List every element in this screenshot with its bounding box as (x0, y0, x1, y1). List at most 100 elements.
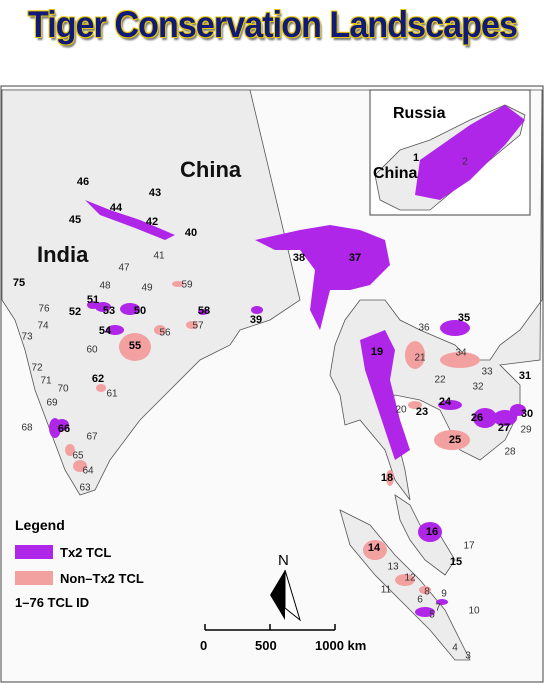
inset-label: Russia (393, 105, 446, 122)
tcl-id: 44 (110, 202, 123, 214)
tcl-id: 55 (129, 340, 141, 352)
scale-label: 0 (200, 638, 207, 653)
tcl-id: 7 (435, 603, 441, 614)
tcl-id: 2 (462, 157, 468, 168)
tcl-id: 48 (99, 281, 111, 292)
tcl-id: 20 (395, 405, 407, 416)
tcl-id: 37 (349, 252, 361, 264)
tcl-id: 63 (79, 483, 91, 494)
tcl-id: 22 (434, 375, 446, 386)
tcl-id: 15 (450, 556, 462, 568)
tcl-id: 49 (141, 283, 153, 294)
country-label: China (180, 157, 242, 182)
tcl-id: 65 (72, 451, 84, 462)
tcl-id: 58 (198, 305, 210, 317)
tcl-id: 35 (458, 312, 470, 324)
tcl-id: 23 (416, 406, 428, 418)
scale-bar (204, 624, 336, 631)
tcl-id: 16 (426, 526, 438, 538)
tcl-id: 24 (439, 396, 452, 408)
tcl-id: 29 (520, 425, 532, 436)
tcl-id: 5 (429, 610, 435, 621)
india (1, 89, 301, 496)
non-tx2-areas (65, 281, 480, 594)
tcl-id: 52 (69, 306, 81, 318)
country-label: India (37, 242, 89, 267)
legend-swatch-nontx2 (15, 571, 53, 585)
legend-swatch-tx2 (15, 545, 53, 559)
tcl-id: 12 (404, 573, 416, 584)
tcl-id: 6 (417, 595, 423, 606)
tcl-id: 34 (455, 348, 467, 359)
legend-title: Legend (15, 517, 65, 533)
scale-label: 500 (255, 638, 277, 653)
tcl-id: 64 (82, 466, 94, 477)
legend-item: Non–Tx2 TCL (60, 571, 144, 586)
tcl-id: 32 (472, 382, 484, 393)
tcl-id: 57 (192, 321, 204, 332)
tcl-id: 1 (413, 152, 419, 164)
tcl-id: 76 (38, 304, 50, 315)
tcl-id: 53 (103, 305, 115, 317)
tcl-id: 43 (149, 187, 161, 199)
tcl-id: 11 (381, 585, 392, 596)
tcl-id: 67 (86, 432, 98, 443)
tcl-id: 14 (368, 542, 381, 554)
tcl-id: 33 (481, 367, 493, 378)
tcl-id: 74 (37, 321, 49, 332)
tcl-id: 51 (87, 294, 99, 306)
tcl-id: 41 (153, 251, 165, 262)
tcl-id: 30 (521, 408, 533, 420)
tcl-id: 69 (46, 398, 58, 409)
tcl-id: 50 (134, 305, 146, 317)
tcl-id: 36 (418, 323, 430, 334)
tcl-id: 18 (381, 472, 393, 484)
tcl-id: 56 (159, 328, 171, 339)
tcl-id: 68 (21, 423, 33, 434)
inset-label: China (373, 165, 418, 182)
tcl-id: 42 (146, 216, 158, 228)
scale-label: 1000 km (315, 638, 366, 653)
tcl-id: 39 (250, 314, 262, 326)
tcl-id: 54 (99, 325, 112, 337)
tcl-id: 45 (69, 214, 81, 226)
tcl-id: 46 (77, 176, 89, 188)
tcl-id: 66 (58, 423, 70, 435)
tcl-id: 10 (468, 606, 480, 617)
tcl-id: 47 (118, 263, 130, 274)
tcl-id: 59 (181, 280, 193, 291)
tcl-id: 38 (293, 252, 305, 264)
tcl-id: 13 (387, 562, 399, 573)
tcl-id: 75 (13, 277, 25, 289)
tcl-id: 9 (441, 589, 447, 600)
tcl-id: 27 (498, 422, 510, 434)
tcl-id: 61 (106, 389, 118, 400)
tcl-id: 17 (463, 541, 475, 552)
tcl-id: 3 (465, 651, 471, 662)
tcl-id: 71 (40, 376, 52, 387)
tcl-id: 31 (519, 370, 531, 382)
tcl-id: 21 (414, 353, 426, 364)
tcl-id: 26 (471, 412, 483, 424)
tx2-areas (49, 200, 526, 617)
north-label: N (278, 552, 289, 569)
inset-tx2 (415, 105, 525, 200)
north-arrow-right (284, 569, 301, 622)
tcl-id: 8 (424, 587, 430, 598)
tcl-id: 62 (92, 373, 104, 385)
tcl-id: 72 (31, 363, 43, 374)
tcl-id: 70 (57, 384, 69, 395)
tcl-id: 73 (21, 332, 33, 343)
tcl-id: 40 (185, 227, 197, 239)
legend-item: 1–76 TCL ID (15, 595, 89, 610)
tcl-id: 4 (452, 643, 458, 654)
tcl-id: 19 (371, 346, 383, 358)
tcl-id: 60 (86, 345, 98, 356)
tcl-id: 25 (449, 434, 461, 446)
title: Tiger Conservation Landscapes (27, 4, 518, 45)
tcl-id: 28 (504, 447, 516, 458)
legend-item: Tx2 TCL (60, 545, 111, 560)
north-arrow-left (270, 570, 285, 620)
